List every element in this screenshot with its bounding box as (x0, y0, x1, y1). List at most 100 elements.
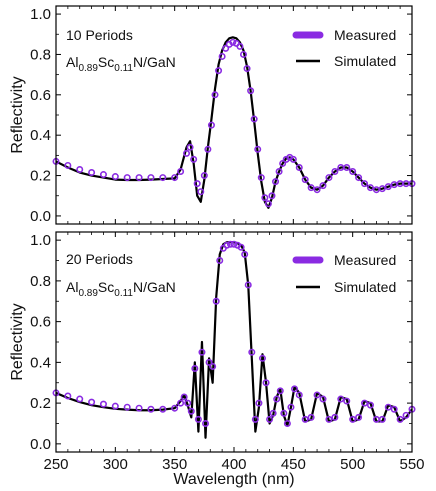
y-tick-label: 1.0 (30, 232, 51, 249)
measured-point (229, 38, 237, 46)
panel-bottom-ticks: 250 300 350 400 450 500 550 0.0 0.2 0.4 0.6 0.8 1.0 (30, 232, 425, 473)
measured-point (88, 169, 96, 177)
measured-point (257, 174, 265, 182)
x-tick-label: 250 (43, 456, 68, 473)
measured-point (198, 348, 206, 356)
measured-point (283, 419, 291, 427)
measured-point (269, 409, 277, 417)
y-tick-label: 0.0 (30, 436, 51, 453)
x-tick-label: 300 (103, 456, 128, 473)
y-tick-label: 0.4 (30, 127, 51, 144)
measured-point (222, 44, 230, 52)
measured-point (264, 200, 272, 208)
measured-point (258, 354, 266, 362)
measured-point (301, 176, 309, 184)
measured-point (295, 163, 303, 171)
measured-point (244, 281, 252, 289)
measured-point (248, 348, 256, 356)
measured-point (237, 243, 245, 251)
measured-point (230, 240, 238, 248)
measured-point (313, 186, 321, 194)
measured-point (111, 173, 119, 181)
panel-top-legend: Measured Simulated (292, 27, 396, 69)
x-tick-label: 450 (281, 456, 306, 473)
panel-top-material: Al0.89Sc0.11N/GaN (66, 54, 176, 74)
legend-measured-label: Measured (334, 27, 396, 43)
measured-point (216, 257, 224, 265)
measured-point (319, 182, 327, 190)
measured-point (355, 413, 363, 421)
measured-point (211, 91, 219, 99)
measured-point (280, 409, 288, 417)
measured-point (76, 166, 84, 174)
measured-point (355, 174, 363, 182)
panel-top-label: 10 Periods (66, 27, 133, 43)
measured-point (250, 115, 258, 123)
measured-point (205, 358, 213, 366)
measured-point (99, 171, 107, 179)
measured-point (135, 404, 143, 412)
measured-point (349, 415, 357, 423)
legend-measured-label: Measured (334, 252, 396, 268)
measured-point (223, 241, 231, 249)
measured-point (226, 240, 234, 248)
measured-point (390, 405, 398, 413)
measured-point (307, 184, 315, 192)
measured-point (349, 168, 357, 176)
material-mid: Sc (98, 279, 114, 295)
measured-point (361, 180, 369, 188)
material-sub2: 0.11 (114, 288, 133, 299)
measured-point (402, 411, 410, 419)
measured-point (147, 405, 155, 413)
y-tick-label: 0.2 (30, 168, 51, 185)
measured-point (276, 387, 284, 395)
measured-point (384, 183, 392, 191)
measured-point (159, 174, 167, 182)
measured-point (319, 395, 327, 403)
measured-point (184, 399, 192, 407)
measured-point (378, 185, 386, 193)
x-tick-label: 500 (340, 456, 365, 473)
measured-point (135, 174, 143, 182)
measured-point (123, 403, 131, 411)
legend-simulated-label: Simulated (334, 279, 396, 295)
measured-point (191, 364, 199, 372)
measured-point (186, 143, 194, 151)
measured-point (171, 404, 179, 412)
measured-point (193, 180, 201, 188)
measured-point (343, 397, 351, 405)
measured-point (266, 415, 274, 423)
measured-point (190, 155, 198, 163)
measured-point (239, 50, 247, 58)
measured-point (64, 161, 72, 169)
measured-point (384, 403, 392, 411)
panel-bottom-ylabel: Reflectivity (9, 303, 26, 380)
measured-point (331, 413, 339, 421)
measured-point (111, 402, 119, 410)
measured-point (177, 399, 185, 407)
material-tail: N/GaN (133, 279, 176, 295)
measured-point (202, 419, 210, 427)
measured-point (313, 391, 321, 399)
y-tick-label: 0.8 (30, 46, 51, 63)
measured-point (159, 405, 167, 413)
x-tick-label: 550 (399, 456, 424, 473)
panel-bottom-data-layer (52, 240, 416, 439)
measured-point (197, 188, 205, 196)
measured-point (204, 145, 212, 153)
measured-point (241, 250, 249, 258)
panel-bottom: 250 300 350 400 450 500 5500.00.20.40.60.81.0 … (9, 231, 425, 473)
y-tick-label: 0.0 (30, 208, 51, 225)
material-sub1: 0.89 (78, 288, 98, 299)
panel-top: 0.0 0.2 0.4 0.6 0.8 1.0 10 Periods Al0.89Sc0.… (9, 5, 416, 225)
measured-point (194, 415, 202, 423)
measured-point (273, 395, 281, 403)
measured-point (279, 159, 287, 167)
measured-point (177, 168, 185, 176)
material-base: Al (66, 54, 78, 70)
measured-point (331, 168, 339, 176)
measured-point (243, 65, 251, 73)
measured-point (183, 149, 191, 157)
measured-point (366, 401, 374, 409)
